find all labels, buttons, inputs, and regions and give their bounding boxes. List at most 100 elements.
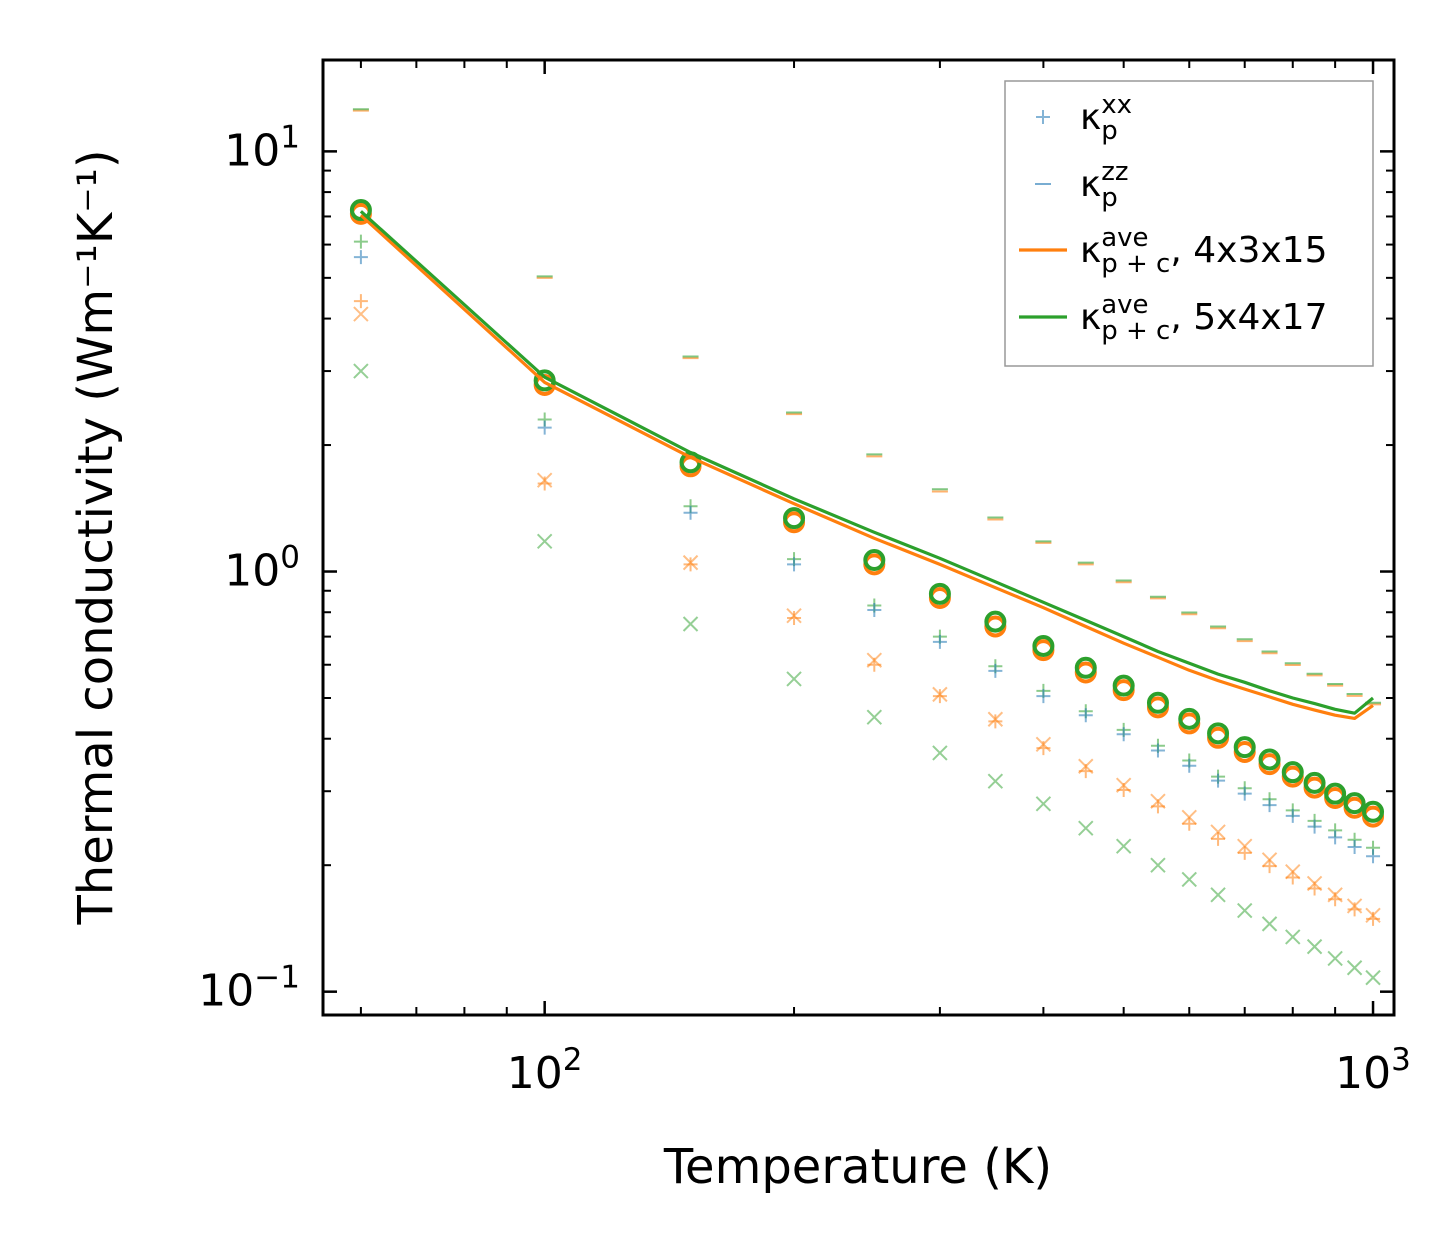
point-kp_xx_blue xyxy=(1150,743,1165,758)
point-kp_xx_orange xyxy=(1211,831,1226,846)
point-kc_green xyxy=(682,616,699,632)
point-kp_xx_blue xyxy=(1211,773,1226,788)
legend-label: κpzz xyxy=(1080,157,1129,213)
point-kp_xx_green xyxy=(353,234,368,249)
legend-label: κpxx xyxy=(1080,90,1132,146)
legend-label: κp + cave, 4x3x15 xyxy=(1080,223,1327,279)
point-kp_xx_blue xyxy=(1237,786,1252,801)
point-kc_orange xyxy=(1261,852,1278,868)
point-kpc_circ_green xyxy=(984,610,1007,633)
point-kc_orange xyxy=(866,652,883,668)
point-kc_green xyxy=(1327,950,1343,967)
y-tick-label: 100 xyxy=(224,540,300,597)
point-kpc_circ_green xyxy=(1258,748,1281,771)
legend-marker-swatch xyxy=(1036,110,1050,124)
x-tick-label: 102 xyxy=(507,1042,583,1099)
point-kp_xx_blue xyxy=(787,557,802,572)
point-kc_green xyxy=(1346,960,1363,976)
point-kc_orange xyxy=(1285,863,1301,880)
point-kp_xx_blue xyxy=(1307,819,1322,834)
point-kc_green xyxy=(1285,929,1301,945)
point-kc_green xyxy=(1115,838,1132,854)
point-kpc_circ_green xyxy=(1178,707,1201,730)
point-kp_xx_blue xyxy=(1347,839,1362,854)
point-kc_green xyxy=(1210,887,1226,903)
point-kp_xx_blue xyxy=(932,634,947,649)
point-kc_green xyxy=(1078,820,1094,836)
y-tick-label: 10−1 xyxy=(198,960,300,1017)
point-kp_xx_orange xyxy=(683,557,698,572)
point-kc_orange xyxy=(1078,758,1094,774)
point-kp_xx_orange xyxy=(353,294,368,309)
point-kc_orange xyxy=(1306,875,1323,892)
point-kc_green xyxy=(987,773,1004,789)
point-kc_orange xyxy=(1181,809,1197,826)
point-kc_green xyxy=(536,533,553,550)
point-kp_xx_blue xyxy=(1262,798,1277,813)
point-kpc_circ_green xyxy=(1281,761,1304,784)
point-kc_orange xyxy=(1035,736,1052,752)
point-kp_xx_blue xyxy=(1285,808,1300,823)
point-kc_orange xyxy=(1115,777,1132,793)
plot-frame xyxy=(321,58,1396,1017)
point-kc_green xyxy=(1261,916,1278,932)
point-kpc_circ_green xyxy=(1207,722,1230,745)
point-kpc_circ_green xyxy=(349,199,372,222)
point-kp_xx_blue xyxy=(1116,727,1131,742)
point-kpc_circ_green xyxy=(928,582,951,605)
point-kp_xx_blue xyxy=(537,420,552,435)
point-kc_orange xyxy=(536,472,553,488)
point-kpc_circ_green xyxy=(783,507,806,530)
point-kc_green xyxy=(866,709,883,725)
series-line-kpc_ave_4x3x15 xyxy=(359,214,1374,721)
point-kp_xx_orange xyxy=(1182,816,1197,831)
series-line-kpc_ave_5x4x17 xyxy=(359,210,1375,715)
point-kpc_circ_green xyxy=(1303,771,1326,794)
point-kp_xx_blue xyxy=(1366,849,1381,864)
point-kp_xx_blue xyxy=(1328,830,1343,845)
x-axis-title: Temperature (K) xyxy=(663,1139,1052,1195)
point-kpc_circ_green xyxy=(1343,792,1366,815)
point-kc_orange xyxy=(1327,887,1343,903)
tick-labels: 102 103 10−1 100 101 xyxy=(198,119,1411,1099)
point-kpc_circ_green xyxy=(1074,656,1097,679)
legend: κpxx κpzz κp + cave, 4x3x15 κp + cave, 5x4x… xyxy=(1004,80,1374,367)
point-kp_xx_blue xyxy=(1182,758,1197,773)
legend-label: κp + cave, 5x4x17 xyxy=(1080,290,1327,346)
point-kp_xx_blue xyxy=(353,250,368,265)
point-kpc_circ_green xyxy=(1146,691,1169,714)
point-kc_orange xyxy=(1237,838,1253,854)
point-kp_xx_orange xyxy=(988,714,1003,729)
point-kp_xx_orange xyxy=(787,611,802,626)
y-tick-label: 101 xyxy=(224,119,300,176)
point-kpc_circ_green xyxy=(1324,782,1347,805)
point-kc_orange xyxy=(1346,898,1363,914)
point-kpc_circ_green xyxy=(1112,674,1135,697)
point-kc_green xyxy=(353,363,369,379)
point-kpc_circ_green xyxy=(1032,634,1055,657)
point-kp_xx_blue xyxy=(867,602,882,617)
point-kp_xx_blue xyxy=(1036,689,1051,704)
point-kc_green xyxy=(1237,902,1253,919)
point-kc_green xyxy=(786,671,802,687)
point-kc_orange xyxy=(987,711,1004,727)
point-kc_green xyxy=(1150,857,1166,873)
point-kc_green xyxy=(1035,796,1052,812)
point-kp_xx_orange xyxy=(1262,859,1277,874)
point-kc_orange xyxy=(1210,824,1226,840)
point-kc_orange xyxy=(932,686,948,703)
point-kpc_circ_green xyxy=(863,549,886,572)
point-kp_xx_orange xyxy=(932,689,947,704)
point-kc_green xyxy=(1181,871,1197,888)
point-kpc_circ_green xyxy=(1362,800,1385,823)
point-kc_orange xyxy=(353,306,369,322)
x-tick-label: 103 xyxy=(1335,1042,1411,1099)
y-axis-title: Thermal conductivity (Wm⁻¹K⁻¹) xyxy=(68,149,124,925)
point-kp_xx_blue xyxy=(988,663,1003,678)
point-kp_xx_blue xyxy=(683,505,698,520)
point-kp_xx_blue xyxy=(1078,708,1093,723)
point-kc_orange xyxy=(1365,907,1381,923)
point-kp_xx_orange xyxy=(1237,845,1252,860)
point-kc_green xyxy=(1365,969,1381,986)
